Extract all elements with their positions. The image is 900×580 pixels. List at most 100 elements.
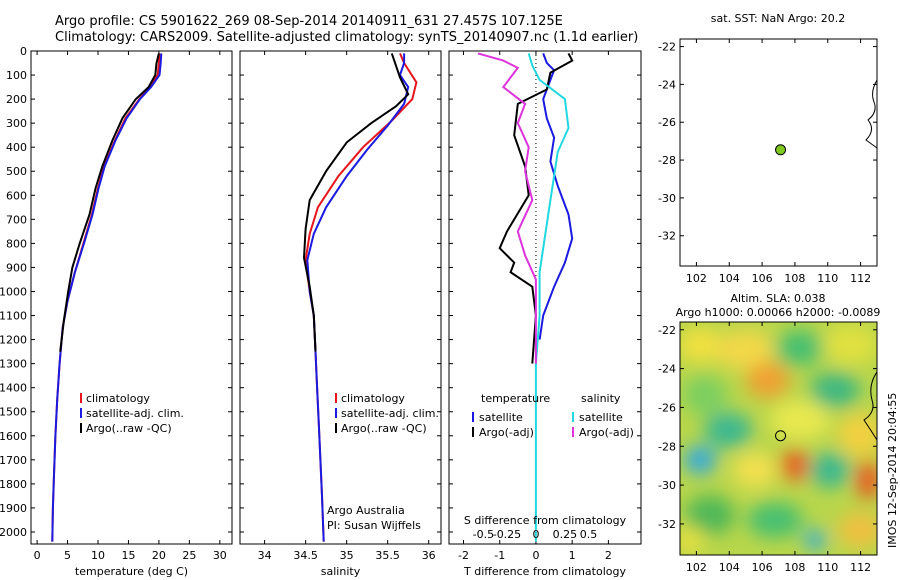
top-tick-label: 0 bbox=[532, 528, 539, 541]
x-tick-label: 34 bbox=[258, 549, 272, 562]
sst-map-panel bbox=[679, 38, 878, 267]
y-tick-label: -26 bbox=[658, 116, 676, 129]
sla-coastline-line bbox=[863, 371, 877, 441]
y-tick-label: -30 bbox=[658, 192, 676, 205]
legend-label: Argo(-adj) bbox=[479, 426, 534, 439]
argo-location-marker bbox=[775, 430, 787, 442]
y-tick-label: 1500 bbox=[0, 406, 27, 419]
legend-group-title: salinity bbox=[581, 392, 621, 405]
top-tick-label: -0.25 bbox=[493, 528, 521, 541]
y-tick-label: 1200 bbox=[0, 334, 27, 347]
y-tick-label: 200 bbox=[6, 93, 27, 106]
y-tick-label: 800 bbox=[6, 237, 27, 250]
x-tick-label: 106 bbox=[752, 561, 773, 574]
y-tick-label: 100 bbox=[6, 69, 27, 82]
x-tick-label: 1 bbox=[569, 549, 576, 562]
y-tick-label: 900 bbox=[6, 261, 27, 274]
x-tick-label: 102 bbox=[686, 561, 707, 574]
coastline-line bbox=[865, 79, 878, 149]
x-tick-label: 106 bbox=[752, 272, 773, 285]
x-tick-label: 0 bbox=[34, 549, 41, 562]
x-tick-label: 2 bbox=[605, 549, 612, 562]
legend-label: Argo(..raw -QC) bbox=[86, 422, 172, 435]
x-tick-label: 110 bbox=[817, 272, 838, 285]
y-tick-label: -22 bbox=[658, 41, 676, 54]
x-tick-label: 104 bbox=[719, 561, 740, 574]
x-axis-label: temperature (deg C) bbox=[75, 565, 188, 578]
series-line bbox=[306, 53, 410, 542]
legend-label: climatology bbox=[341, 392, 405, 405]
legend-label: Argo(-adj) bbox=[579, 426, 634, 439]
sla-argo-heights: Argo h1000: 0.00066 h2000: -0.0089 bbox=[676, 306, 881, 319]
x-tick-label: 15 bbox=[121, 549, 135, 562]
profile-title: Argo profile: CS 5901622_269 08-Sep-2014… bbox=[55, 14, 563, 29]
series-line bbox=[302, 53, 410, 352]
x-tick-label: 35.5 bbox=[375, 549, 400, 562]
x-tick-label: 104 bbox=[719, 272, 740, 285]
legend-group-title: temperature bbox=[481, 392, 550, 405]
x-tick-label: 0 bbox=[532, 549, 539, 562]
annotation-text: PI: Susan Wijffels bbox=[327, 519, 421, 532]
sla-map-panel bbox=[679, 321, 878, 556]
top-axis-label: S difference from climatology bbox=[464, 514, 627, 527]
y-tick-label: 1800 bbox=[0, 478, 27, 491]
y-tick-label: 1300 bbox=[0, 358, 27, 371]
y-tick-label: -28 bbox=[658, 440, 676, 453]
x-tick-label: 30 bbox=[213, 549, 227, 562]
y-tick-label: 1400 bbox=[0, 382, 27, 395]
y-tick-label: 1900 bbox=[0, 502, 27, 515]
legend-label: satellite bbox=[579, 411, 623, 424]
x-tick-label: 112 bbox=[850, 272, 871, 285]
series-line bbox=[498, 52, 574, 364]
legend-label: satellite-adj. clim. bbox=[86, 407, 184, 420]
x-tick-label: 35 bbox=[340, 549, 354, 562]
sst-map-title: sat. SST: NaN Argo: 20.2 bbox=[711, 12, 845, 25]
sla-title: Altim. SLA: 0.038 bbox=[730, 292, 825, 305]
top-tick-label: 0.25 bbox=[553, 528, 578, 541]
difference-panel bbox=[448, 50, 642, 545]
y-tick-label: 2000 bbox=[0, 526, 27, 539]
y-tick-label: 1100 bbox=[0, 310, 27, 323]
x-tick-label: -1 bbox=[494, 549, 505, 562]
y-tick-label: 300 bbox=[6, 117, 27, 130]
y-tick-label: -28 bbox=[658, 154, 676, 167]
x-tick-label: 34.5 bbox=[293, 549, 318, 562]
y-tick-label: -26 bbox=[658, 401, 676, 414]
x-tick-label: 112 bbox=[850, 561, 871, 574]
top-tick-label: -0.5 bbox=[473, 528, 494, 541]
y-tick-label: 400 bbox=[6, 141, 27, 154]
series-line bbox=[51, 53, 163, 542]
legend-label: climatology bbox=[86, 392, 150, 405]
y-tick-label: 1700 bbox=[0, 454, 27, 467]
y-tick-label: 1600 bbox=[0, 430, 27, 443]
y-tick-label: -22 bbox=[658, 324, 676, 337]
x-tick-label: 108 bbox=[784, 561, 805, 574]
imos-credit: IMOS 12-Sep-2014 20:04:55 bbox=[886, 392, 899, 548]
x-tick-label: 102 bbox=[686, 272, 707, 285]
sla-heatmap bbox=[680, 322, 877, 555]
top-tick-label: 0.5 bbox=[580, 528, 598, 541]
y-tick-label: 1000 bbox=[0, 285, 27, 298]
y-tick-label: -32 bbox=[658, 518, 676, 531]
x-axis-label: T difference from climatology bbox=[463, 565, 626, 578]
x-tick-label: 108 bbox=[784, 272, 805, 285]
climatology-subtitle: Climatology: CARS2009. Satellite-adjuste… bbox=[55, 30, 639, 45]
legend-label: satellite-adj. clim. bbox=[341, 407, 439, 420]
salinity-panel bbox=[239, 50, 442, 545]
temperature-panel bbox=[30, 50, 233, 545]
y-tick-label: 500 bbox=[6, 165, 27, 178]
legend-label: satellite bbox=[479, 411, 523, 424]
y-tick-label: 0 bbox=[20, 45, 27, 58]
y-tick-label: -30 bbox=[658, 479, 676, 492]
x-tick-label: 110 bbox=[817, 561, 838, 574]
y-tick-label: -24 bbox=[658, 78, 676, 91]
x-tick-label: 25 bbox=[182, 549, 196, 562]
x-tick-label: 36 bbox=[422, 549, 436, 562]
y-tick-label: 600 bbox=[6, 189, 27, 202]
legend-label: Argo(..raw -QC) bbox=[341, 422, 427, 435]
series-line bbox=[527, 53, 570, 542]
series-line bbox=[538, 53, 574, 340]
y-tick-label: -32 bbox=[658, 230, 676, 243]
argo-location-marker bbox=[775, 144, 787, 156]
